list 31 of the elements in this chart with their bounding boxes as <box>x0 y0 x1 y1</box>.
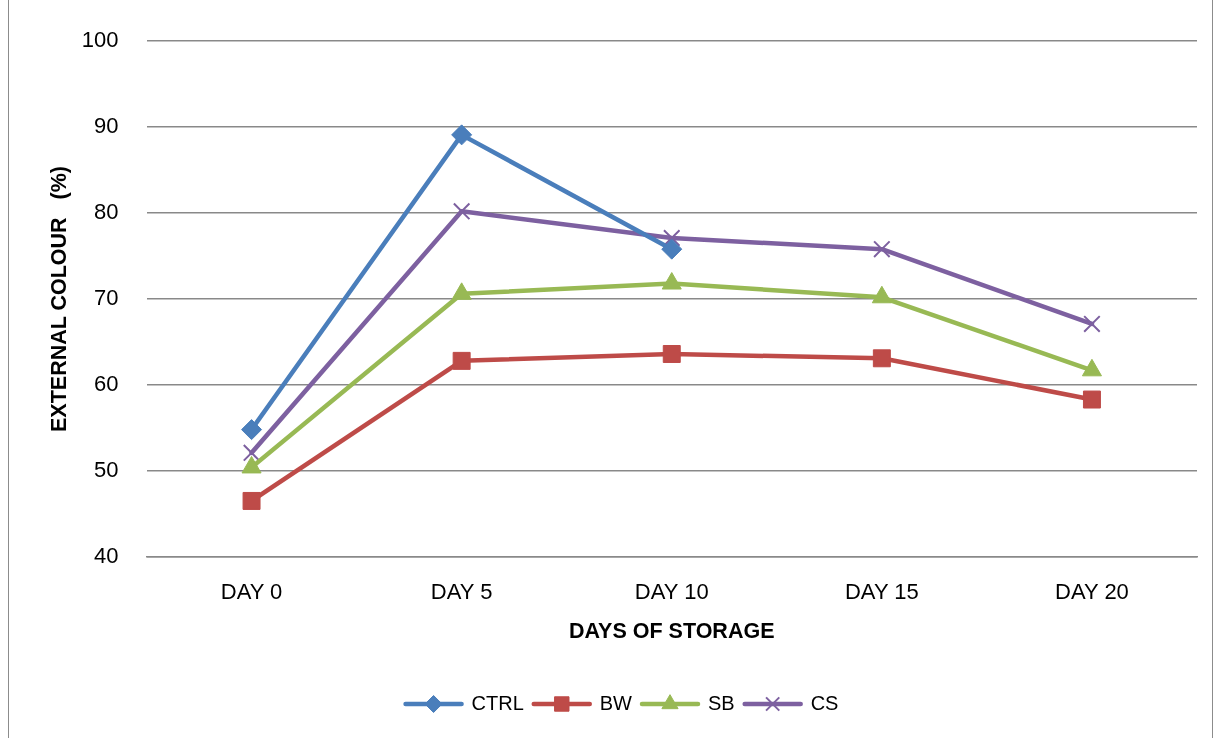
x-tick-label: DAY 5 <box>430 579 493 605</box>
legend-label: SB <box>707 691 735 714</box>
y-tick-label: 80 <box>94 199 119 225</box>
y-tick-label: 90 <box>94 113 119 139</box>
point <box>661 238 683 260</box>
point <box>452 351 471 370</box>
legend-label: CS <box>810 691 839 714</box>
x-tick-label: DAY 20 <box>1055 579 1129 605</box>
x-tick-label: DAY 10 <box>634 579 709 605</box>
point <box>451 124 473 146</box>
point <box>662 229 681 247</box>
point <box>241 419 263 441</box>
y-tick-label: 50 <box>94 456 119 482</box>
point <box>662 345 681 363</box>
point <box>242 491 261 510</box>
point <box>872 349 891 368</box>
y-tick-label: 70 <box>94 285 119 311</box>
x-tick-label: DAY 15 <box>844 579 919 605</box>
y-tick-label: 40 <box>94 542 119 568</box>
point <box>242 444 261 462</box>
x-axis-title: DAYS OF STORAGE <box>569 619 775 644</box>
legend-label: BW <box>599 691 633 714</box>
point <box>873 240 891 258</box>
point <box>452 202 471 221</box>
y-tick-label: 100 <box>81 27 119 53</box>
x-tick-label: DAY 0 <box>220 579 283 605</box>
point <box>1083 315 1101 333</box>
legend-label: CTRL <box>471 691 524 714</box>
y-tick-label: 60 <box>94 371 119 396</box>
y-axis-title: EXTERNAL COLOUR (%) <box>46 166 71 432</box>
point <box>1082 390 1101 409</box>
